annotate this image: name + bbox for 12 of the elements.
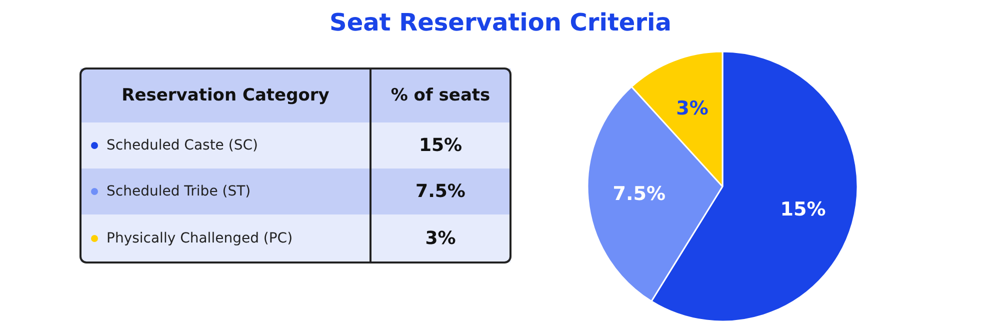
text: % of seats: [390, 86, 490, 106]
legend-label: Scheduled Tribe (ST): [106, 184, 251, 200]
text: 7.5%: [416, 181, 466, 202]
text: 3%: [425, 228, 456, 249]
legend-label: Physically Challenged (PC): [106, 230, 293, 246]
chart-title: Seat Reservation Criteria: [330, 8, 672, 36]
data-label: 3%: [676, 97, 708, 120]
data-label: 7.5%: [612, 183, 666, 206]
text: 15%: [418, 135, 462, 156]
data-label: 15%: [780, 198, 826, 220]
legend-label: Scheduled Caste (SC): [106, 138, 258, 154]
legend-title: Reservation Category: [122, 86, 330, 106]
